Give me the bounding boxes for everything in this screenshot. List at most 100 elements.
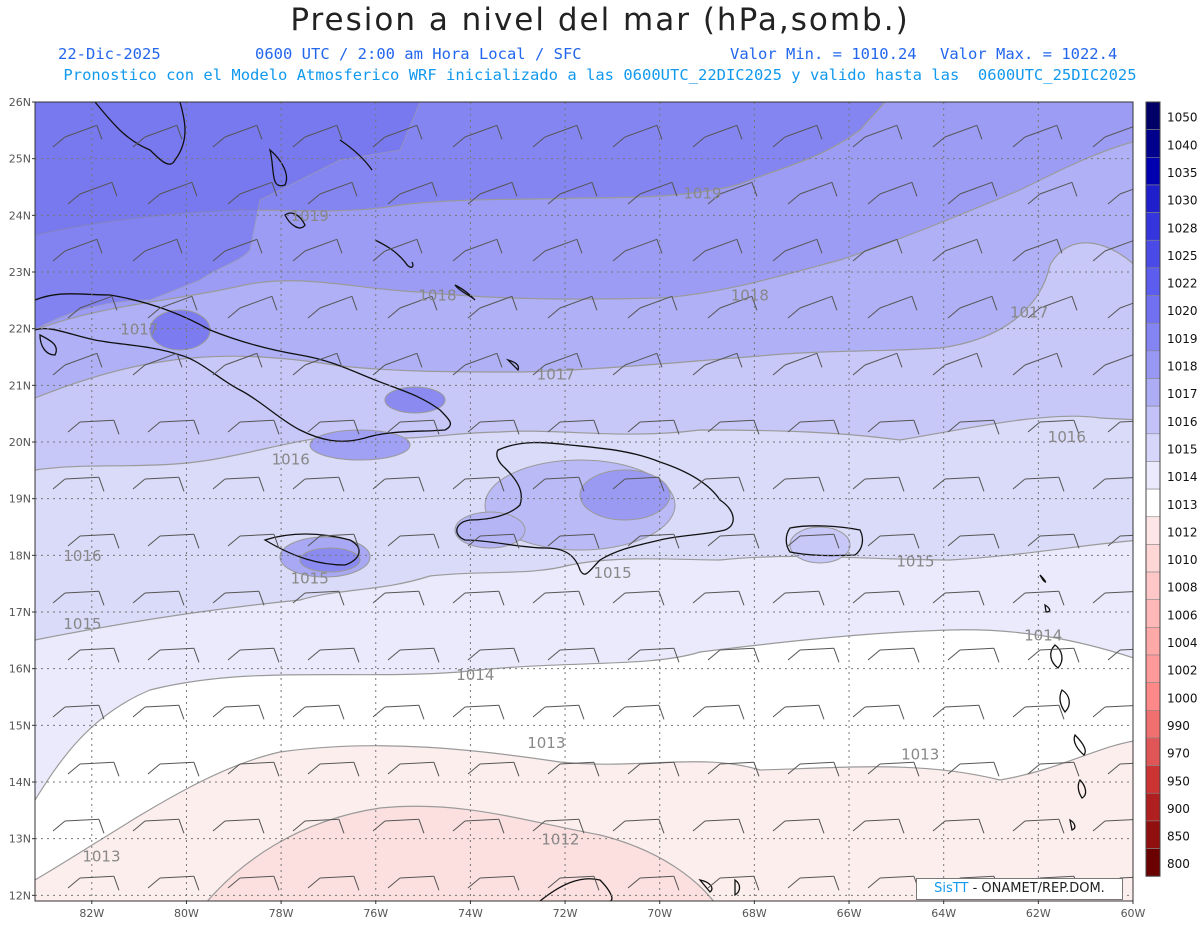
colorbar-label: 1025 xyxy=(1167,249,1198,263)
wind-barb xyxy=(627,295,678,319)
wind-barb xyxy=(692,818,745,834)
colorbar-label: 1010 xyxy=(1167,553,1198,567)
wind-barb xyxy=(627,647,680,663)
wind-barb xyxy=(1027,181,1078,205)
wind-barb xyxy=(212,124,263,148)
wind-barb xyxy=(67,647,120,663)
colorbar-swatch xyxy=(1145,571,1161,600)
wind-barb xyxy=(627,761,680,777)
colorbar-label: 1022 xyxy=(1167,277,1198,291)
wind-barb xyxy=(932,238,983,262)
wind-barb xyxy=(227,295,278,319)
wind-barb xyxy=(1027,295,1078,319)
wind-barb xyxy=(852,238,903,262)
wind-barb xyxy=(372,476,425,492)
isobar-label: 1013 xyxy=(901,745,939,763)
colorbar-swatch xyxy=(1145,322,1161,352)
wind-barb xyxy=(547,647,600,663)
wind-barb xyxy=(612,124,663,148)
wind-barb xyxy=(707,875,760,891)
isobar-label: 1012 xyxy=(541,830,579,848)
isobar-label: 1015 xyxy=(896,553,934,571)
colorbar-label: 1008 xyxy=(1167,581,1198,595)
wind-barb xyxy=(147,181,198,205)
wind-barb xyxy=(372,238,423,262)
wind-barb xyxy=(852,704,905,720)
wind-barb xyxy=(532,476,585,492)
colorbar-swatch xyxy=(1145,295,1161,324)
wind-barb xyxy=(227,647,280,663)
wind-barb xyxy=(132,238,183,262)
colorbar-swatch xyxy=(1145,682,1161,711)
axis-labels: 26N 25N 24N 23N 22N 21N 20N 19N 18N 17N 16N 15N 14N 1… xyxy=(9,96,1146,920)
wind-barb xyxy=(307,647,360,663)
wind-barb xyxy=(707,761,760,777)
wind-barb xyxy=(212,590,265,606)
lat-lon-grid xyxy=(35,101,1134,901)
lon-tick-label: 64W xyxy=(931,907,956,920)
lat-tick-label: 19N xyxy=(9,493,31,506)
lat-tick-label: 13N xyxy=(9,833,31,846)
wind-barb xyxy=(307,533,360,549)
wind-barb xyxy=(852,590,905,606)
wind-barb xyxy=(467,647,520,663)
wind-barb xyxy=(692,590,745,606)
wind-barb xyxy=(787,647,840,663)
lat-tick-label: 26N xyxy=(9,96,31,109)
isobar-label: 1016 xyxy=(63,547,101,565)
colorbar-label: 1016 xyxy=(1167,415,1198,429)
wind-barb xyxy=(1027,419,1080,435)
wind-barb xyxy=(547,875,600,891)
lat-tick-label: 16N xyxy=(9,663,31,676)
wind-barb xyxy=(227,419,280,435)
colorbar-label: 990 xyxy=(1167,719,1190,733)
wind-barb xyxy=(787,761,840,777)
wind-barb xyxy=(52,704,105,720)
wind-barb xyxy=(212,704,265,720)
lon-tick-label: 72W xyxy=(553,907,578,920)
wind-barb xyxy=(1012,590,1065,606)
wind-barb xyxy=(52,476,105,492)
colorbar: 1050 1040 1035 1030 1028 1025 1022 1020 1019 1018… xyxy=(1145,101,1198,877)
wind-barb xyxy=(532,124,583,148)
isobar-label: 1013 xyxy=(82,847,120,865)
wind-barb xyxy=(1107,188,1133,205)
lat-tick-label: 15N xyxy=(9,719,31,732)
lat-tick-label: 23N xyxy=(9,266,31,279)
wind-barb xyxy=(292,238,343,262)
lat-tick-label: 20N xyxy=(9,436,31,449)
wind-barb xyxy=(1012,704,1065,720)
wind-barb xyxy=(372,124,423,148)
wind-barb xyxy=(452,704,505,720)
wind-barb xyxy=(947,533,1000,549)
lon-tick-label: 76W xyxy=(363,907,388,920)
lat-tick-label: 25N xyxy=(9,153,31,166)
wind-barb xyxy=(1107,302,1133,319)
wind-barb xyxy=(292,352,343,376)
wind-barb xyxy=(147,761,200,777)
wind-barb xyxy=(452,124,503,148)
lon-tick-label: 82W xyxy=(79,907,104,920)
wind-barb xyxy=(372,704,425,720)
colorbar-swatch xyxy=(1145,820,1161,849)
wind-barb xyxy=(372,352,423,376)
wind-barb xyxy=(1012,476,1065,492)
wind-barb xyxy=(132,590,185,606)
wind-barb xyxy=(692,476,745,492)
wind-barb xyxy=(212,818,265,834)
wind-barb xyxy=(292,704,345,720)
colorbar-label: 1000 xyxy=(1167,691,1198,705)
wind-barb xyxy=(147,533,200,549)
wind-barb xyxy=(932,704,985,720)
wind-barb xyxy=(452,352,503,376)
colorbar-label: 1040 xyxy=(1167,138,1198,152)
isobar-label: 1015 xyxy=(593,564,631,582)
isobar-label: 1018 xyxy=(731,286,769,304)
wind-barb xyxy=(612,704,665,720)
wind-barb xyxy=(787,533,840,549)
wind-barb xyxy=(132,476,185,492)
wind-barb xyxy=(947,419,1000,435)
wind-barb xyxy=(467,875,520,891)
wind-barb xyxy=(387,761,440,777)
